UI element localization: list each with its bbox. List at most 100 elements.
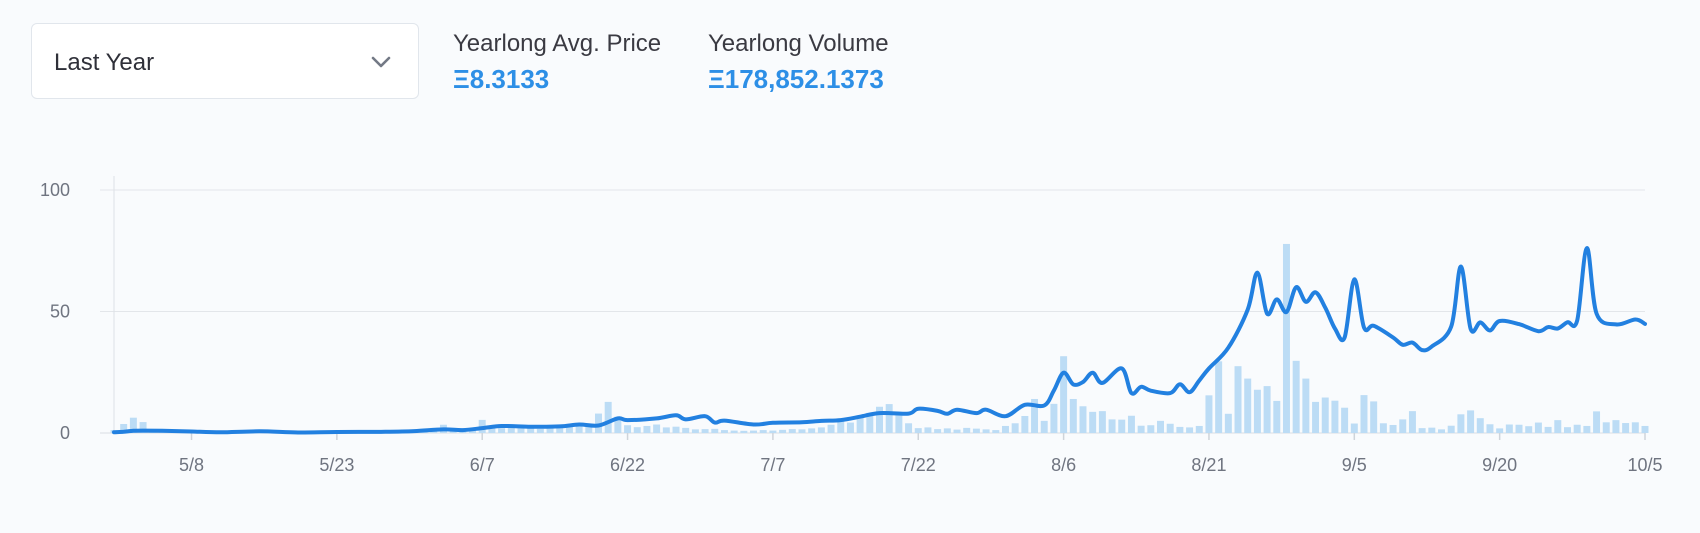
volume-bar [1253,389,1261,433]
volume-bar [1244,378,1252,433]
period-select-value: Last Year [54,49,155,76]
volume-bar [1331,400,1339,433]
volume-bar [1399,419,1407,433]
x-tick-label: 8/21 [1191,455,1226,475]
volume-bar [750,430,758,433]
volume-bar [1467,410,1475,433]
x-tick-label: 6/22 [610,455,645,475]
volume-bar [1079,406,1087,433]
volume-bar [556,426,564,433]
volume-bar [1263,386,1271,433]
x-tick-label: 10/5 [1627,455,1662,475]
volume-bar [1515,424,1523,433]
volume-bar [672,426,680,433]
volume-bar [943,428,951,433]
volume-bar [1622,423,1630,433]
volume-bar [711,428,719,433]
volume-bar [595,413,602,433]
volume-bar [730,430,738,433]
volume-bar [1379,423,1387,433]
volume-bar [992,430,1000,433]
x-tick-label: 7/7 [760,455,785,475]
volume-bar [604,401,612,433]
volume-bar [1215,361,1223,433]
volume-bar [1273,400,1281,433]
volume-bar [1534,422,1542,433]
volume-bar [1011,423,1019,433]
volume-bar [1176,426,1184,433]
volume-bar [1389,424,1397,433]
volume-value: Ξ178,852.1373 [708,64,884,94]
volume-bar [536,428,544,433]
x-tick-label: 9/5 [1342,455,1367,475]
volume-bar [498,428,506,433]
volume-bar [905,423,913,433]
volume-bar [1602,422,1610,433]
volume-bar [837,419,845,433]
volume-bar [1370,401,1378,433]
volume-bar [1292,360,1300,433]
volume-bar [788,429,796,433]
volume-bar [1302,378,1310,433]
x-tick-label: 8/6 [1051,455,1076,475]
volume-bar [1505,424,1513,433]
x-tick-label: 5/8 [179,455,204,475]
volume-bar [1089,411,1097,433]
volume-bar [876,406,883,433]
volume-bar [1544,426,1552,433]
volume-bar [1127,415,1135,433]
avg-price-value: Ξ8.3133 [453,64,550,94]
volume-bar [1166,423,1174,433]
volume-label: Yearlong Volume [708,30,889,57]
volume-bar [1360,395,1368,433]
volume-bar [1050,403,1058,433]
avg-price-stat: Yearlong Avg. Price Ξ8.3133 [453,30,661,95]
volume-bar [934,429,942,433]
volume-bar [924,427,932,433]
x-tick-label: 6/7 [470,455,495,475]
volume-bar [1350,423,1358,433]
volume-bar [565,425,573,433]
volume-bar [614,416,622,433]
volume-bar [856,415,864,433]
volume-bar [1525,426,1533,433]
volume-bar [953,429,961,433]
volume-bar [1098,411,1106,433]
volume-bar [885,404,893,433]
volume-bar [1341,407,1349,433]
volume-bar [1147,425,1155,433]
volume-bar [624,425,632,433]
volume-bar [759,430,767,433]
volume-bar [691,429,699,433]
volume-bar [895,412,903,433]
volume-bar [1069,398,1077,433]
volume-bar [1195,425,1203,433]
chevron-down-icon [371,56,391,68]
volume-bar [527,427,535,433]
volume-bar [817,427,825,433]
volume-bar [1641,425,1649,433]
volume-bar [1612,420,1620,433]
volume-bar [1486,424,1494,433]
y-tick-label: 100 [40,180,70,200]
volume-bar [1496,428,1504,433]
volume-bar [808,428,816,433]
volume-bar [1205,395,1213,433]
period-select[interactable]: Last Year [31,23,419,99]
volume-stat: Yearlong Volume Ξ178,852.1373 [708,30,889,95]
volume-bar [1031,398,1039,433]
volume-bar [1438,429,1446,433]
price-line [112,246,1647,435]
volume-bar [769,430,777,433]
volume-bar [1476,418,1484,433]
volume-bar [653,424,661,433]
volume-bar [662,427,670,433]
volume-bar [1573,424,1581,433]
volume-bar [1234,366,1242,433]
volume-bar [914,428,922,433]
volume-bar [1108,419,1116,433]
avg-price-label: Yearlong Avg. Price [453,30,662,57]
volume-bar [1312,401,1320,433]
volume-bar [982,429,990,433]
